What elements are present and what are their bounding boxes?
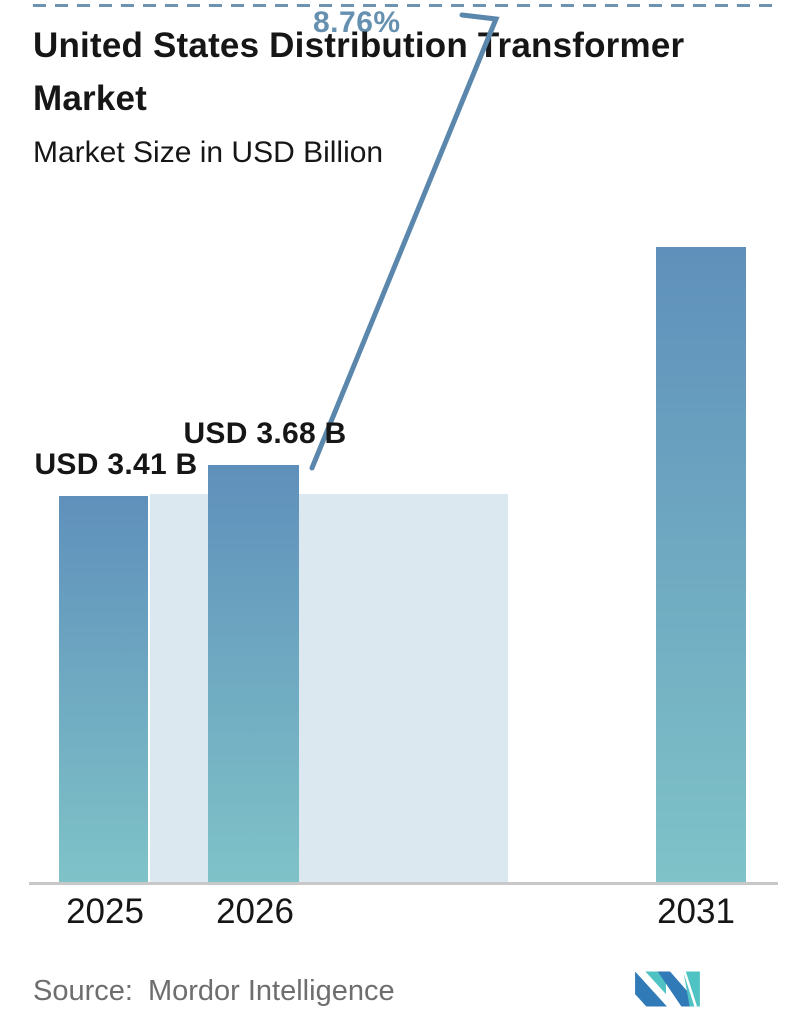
source-label: Source:: [33, 975, 133, 1007]
source-name: Mordor Intelligence: [147, 975, 395, 1007]
mordor-intelligence-logo-icon: [635, 971, 700, 1007]
reference-band: [150, 494, 508, 883]
cagr-ceiling-dashed-line: [33, 4, 775, 7]
bar-2031: [656, 247, 746, 883]
chart-subtitle: Market Size in USD Billion: [33, 136, 384, 169]
x-axis-line: [29, 882, 778, 885]
chart-title: United States Distribution Transformer M…: [33, 26, 685, 118]
value-label-2026: USD 3.68 B: [183, 417, 347, 450]
x-tick-2031: 2031: [657, 892, 735, 931]
x-tick-2026: 2026: [216, 892, 294, 931]
bar-2025: [59, 496, 148, 883]
value-label-2025: USD 3.41 B: [34, 448, 198, 481]
source-line: Source: Mordor Intelligence: [33, 975, 395, 1008]
bar-2026: [208, 465, 299, 883]
x-tick-2025: 2025: [66, 892, 144, 931]
